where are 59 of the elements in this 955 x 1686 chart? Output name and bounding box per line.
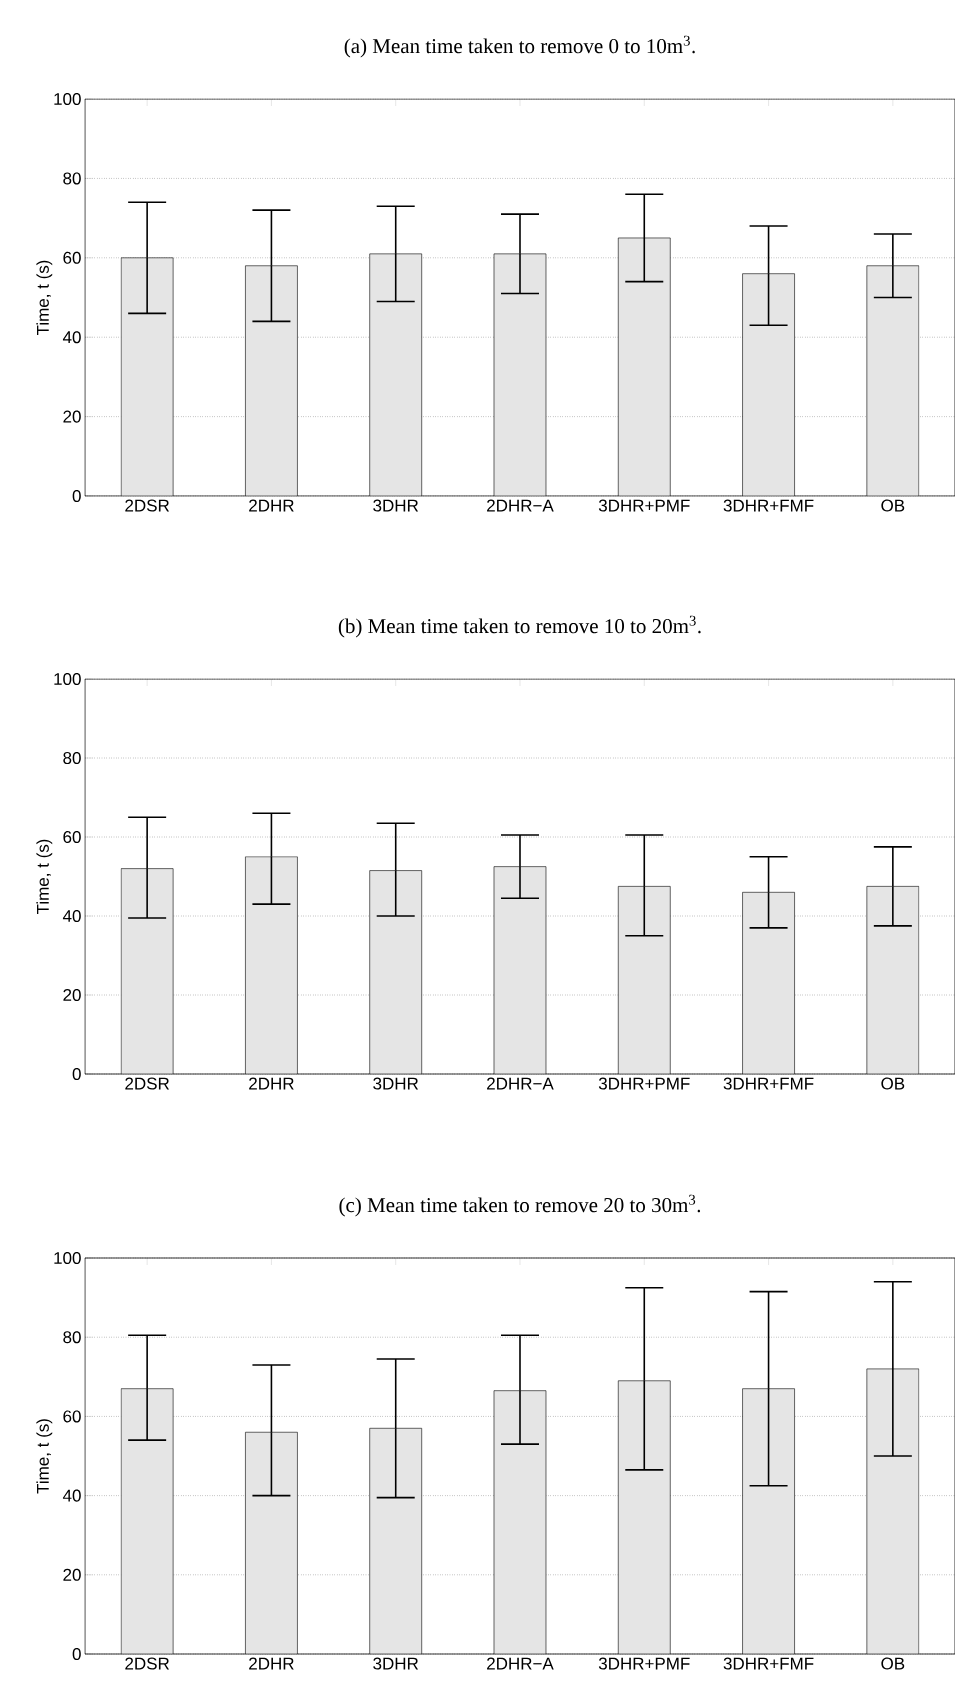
x-tick-label: OB bbox=[881, 1077, 905, 1090]
x-tick-label: 2DHR bbox=[249, 1077, 294, 1090]
y-tick-label: 80 bbox=[63, 172, 81, 185]
bar bbox=[369, 253, 423, 497]
x-tick-label: 3DHR+FMF bbox=[723, 499, 814, 512]
x-tick-label: 2DSR bbox=[125, 1077, 170, 1090]
chart-title: (a) Mean time taken to remove 0 to 10m$^{3}$. bbox=[344, 35, 695, 58]
bar bbox=[866, 265, 920, 497]
x-tick-label: OB bbox=[881, 1657, 905, 1670]
y-tick-label: 40 bbox=[62, 331, 81, 344]
x-tick-label: 3DHR bbox=[373, 1657, 419, 1670]
y-tick-label: 60 bbox=[63, 1410, 81, 1423]
x-tick-label: OB bbox=[881, 499, 905, 512]
x-tick-label: 3DHR bbox=[373, 1077, 419, 1090]
x-tick-label: 3DHR+PMF bbox=[598, 499, 690, 512]
bar bbox=[493, 253, 547, 497]
bar bbox=[617, 886, 671, 1075]
bar bbox=[617, 237, 671, 497]
bar bbox=[245, 856, 298, 1075]
x-tick-label: 3DHR+PMF bbox=[598, 1077, 690, 1090]
y-tick-label: 60 bbox=[63, 830, 81, 844]
bar bbox=[369, 870, 423, 1075]
y-tick-label: 100 bbox=[54, 1251, 81, 1265]
x-tick-label: 2DHR bbox=[249, 499, 294, 512]
y-tick-label: 80 bbox=[63, 1331, 81, 1344]
x-tick-label: 3DHR+PMF bbox=[598, 1657, 690, 1670]
y-tick-label: 0 bbox=[72, 1067, 81, 1081]
x-tick-label: 2DSR bbox=[125, 499, 170, 512]
y-tick-label: 40 bbox=[62, 909, 81, 923]
bar bbox=[120, 868, 174, 1075]
y-tick-label: 80 bbox=[63, 751, 81, 765]
y-axis-title: Time, t (s) bbox=[36, 260, 53, 336]
chart-title: (c) Mean time taken to remove 20 to 30m$^{3}$. bbox=[339, 1194, 701, 1217]
y-tick-label: 20 bbox=[63, 410, 81, 423]
x-tick-label: 3DHR+FMF bbox=[723, 1657, 814, 1670]
x-tick-label: 2DHR bbox=[249, 1657, 294, 1670]
y-tick-label: 0 bbox=[72, 1647, 81, 1661]
x-tick-label: 2DSR bbox=[125, 1657, 170, 1670]
x-tick-label: 3DHR+FMF bbox=[723, 1077, 814, 1090]
bar bbox=[120, 257, 174, 497]
y-tick-label: 100 bbox=[54, 672, 81, 686]
bar bbox=[866, 886, 920, 1075]
y-tick-label: 0 bbox=[72, 489, 81, 503]
bar bbox=[742, 273, 795, 497]
bar bbox=[245, 265, 298, 497]
y-axis-title: Time, t (s) bbox=[36, 839, 53, 915]
y-axis-title: Time, t (s) bbox=[36, 1419, 53, 1494]
y-tick-label: 20 bbox=[63, 1568, 81, 1581]
x-tick-label: 2DHR−A bbox=[487, 1077, 554, 1090]
y-tick-label: 20 bbox=[63, 988, 81, 1002]
bar bbox=[742, 892, 795, 1075]
x-tick-label: 2DHR−A bbox=[487, 499, 554, 512]
x-tick-label: 3DHR bbox=[373, 499, 419, 512]
x-tick-label: 2DHR−A bbox=[487, 1657, 554, 1670]
y-tick-label: 60 bbox=[63, 251, 81, 264]
y-tick-label: 100 bbox=[54, 92, 81, 106]
bar bbox=[493, 866, 547, 1075]
chart-title: (b) Mean time taken to remove 10 to 20m$^{3}$. bbox=[338, 615, 701, 638]
y-tick-label: 40 bbox=[62, 1489, 81, 1502]
